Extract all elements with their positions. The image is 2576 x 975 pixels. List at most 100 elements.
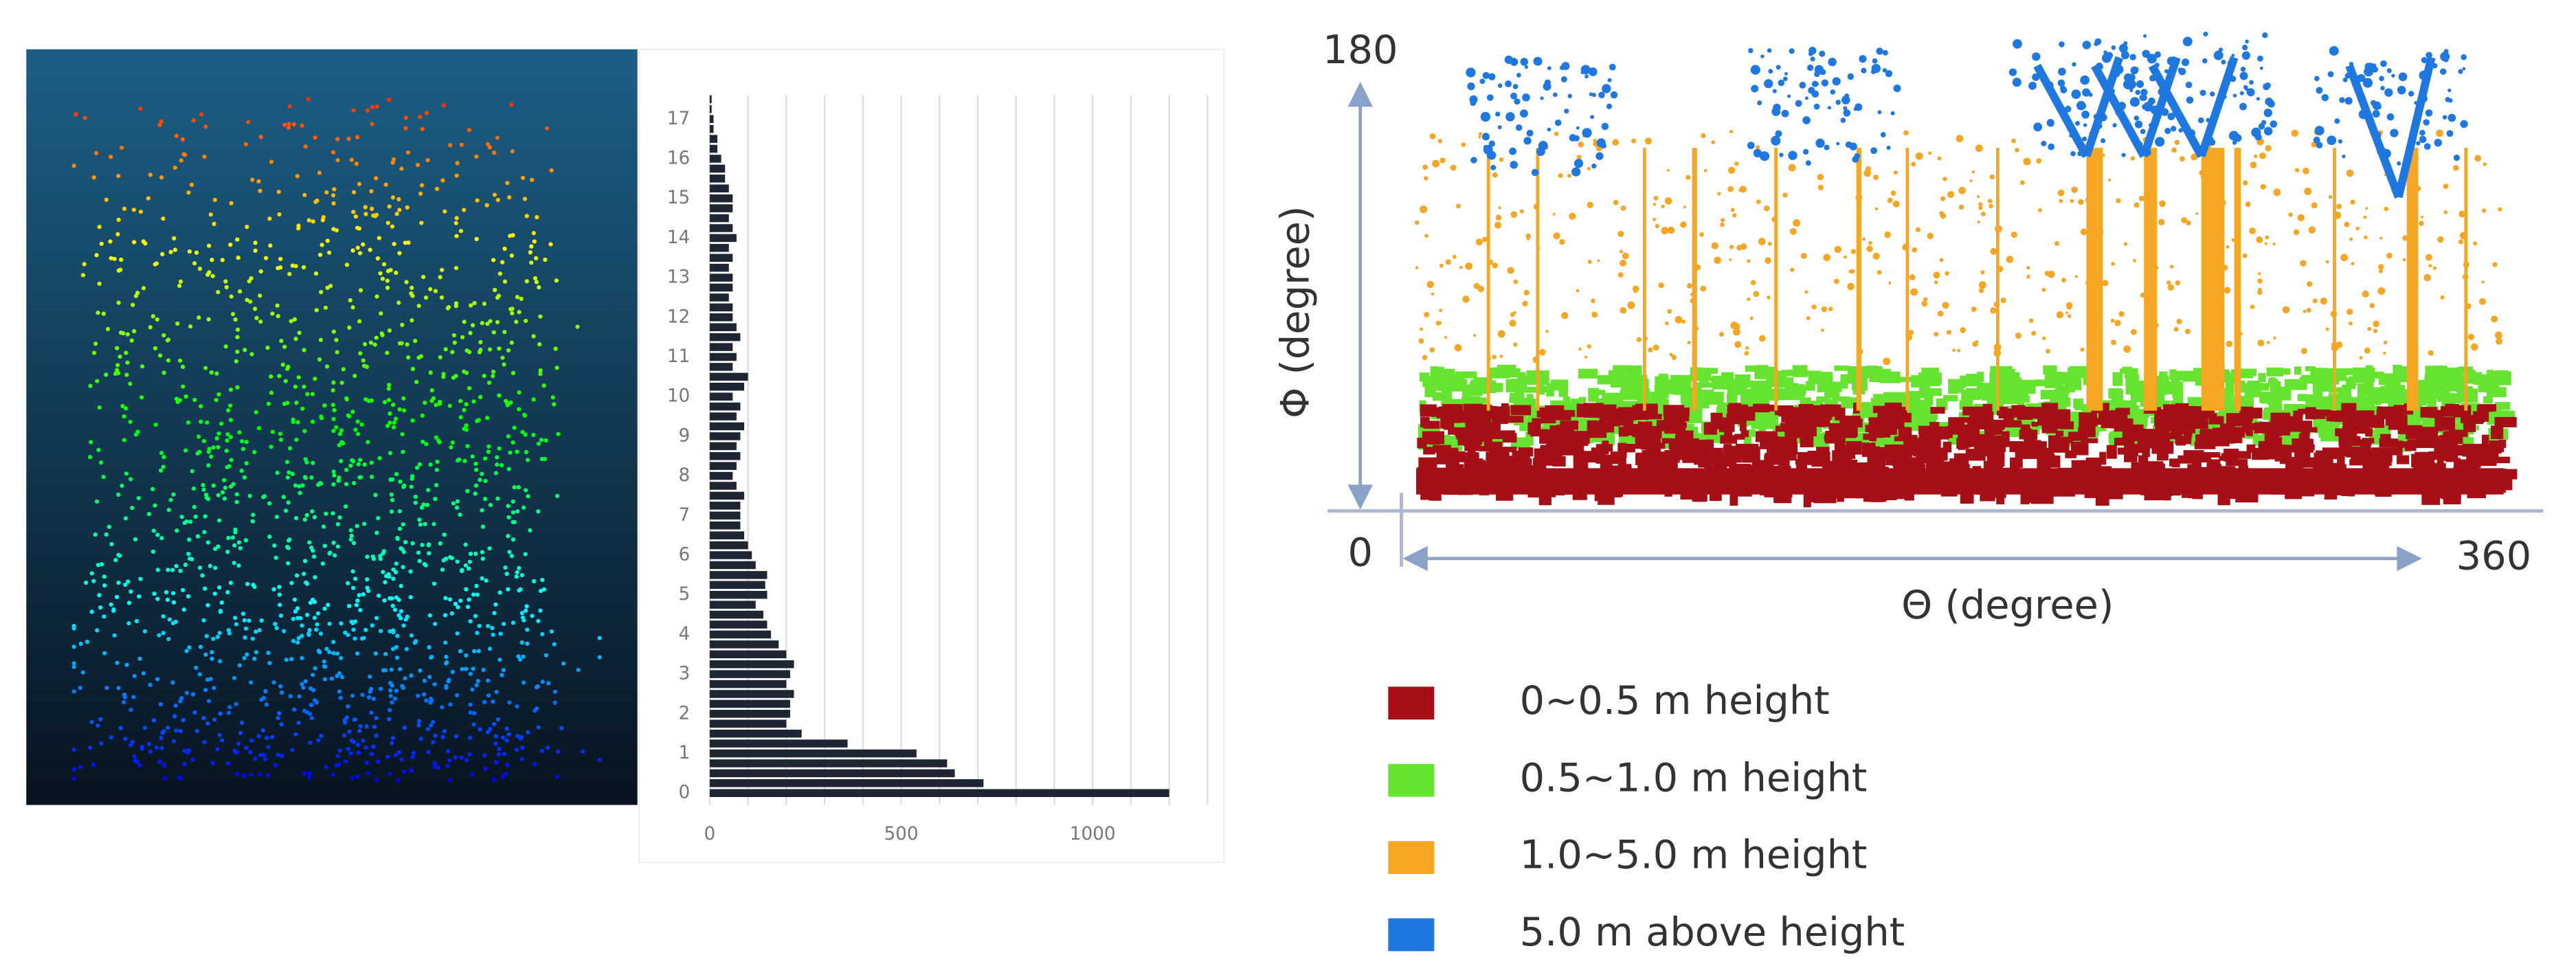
ground: [1587, 425, 1607, 438]
canopy: [1560, 76, 1567, 82]
ground: [2057, 440, 2070, 451]
ground: [1753, 403, 1770, 413]
point: [331, 329, 336, 334]
foliage: [1937, 311, 1944, 317]
point: [337, 689, 342, 694]
point: [453, 601, 458, 607]
point: [270, 735, 275, 739]
canopy: [2181, 58, 2190, 67]
canopy: [1598, 91, 1605, 99]
point: [434, 435, 438, 440]
point: [507, 195, 512, 200]
canopy: [2419, 129, 2426, 136]
point: [320, 561, 325, 566]
canopy: [2132, 66, 2139, 74]
foliage: [1680, 221, 1687, 228]
foliage: [1718, 332, 1724, 337]
point: [339, 428, 344, 433]
point: [357, 593, 361, 598]
canopy: [2242, 44, 2248, 51]
point: [336, 478, 341, 483]
point: [151, 528, 156, 533]
foliage: [2226, 245, 2230, 249]
canopy: [2199, 89, 2206, 96]
ground: [2010, 457, 2023, 468]
foliage: [1828, 306, 1833, 311]
point: [227, 705, 232, 710]
point: [397, 526, 403, 531]
canopy: [1543, 82, 1552, 91]
x-tick-label: 500: [884, 824, 918, 844]
point: [369, 460, 374, 465]
foliage: [2028, 318, 2034, 323]
canopy: [1602, 86, 1609, 93]
point: [371, 213, 376, 218]
x-tick-label: 0: [704, 824, 716, 844]
point: [194, 728, 200, 734]
foliage: [1703, 168, 1707, 172]
point: [343, 504, 348, 509]
point: [390, 497, 395, 502]
foliage: [1661, 227, 1669, 235]
point: [287, 537, 292, 542]
canopy: [2101, 138, 2106, 144]
canopy: [2133, 115, 2140, 121]
point: [402, 769, 407, 774]
point: [354, 161, 359, 166]
point: [397, 208, 402, 212]
vegetation: [1744, 429, 1756, 437]
point: [91, 579, 96, 583]
point: [475, 678, 480, 684]
point: [353, 214, 359, 219]
point: [217, 732, 222, 737]
vegetation: [1613, 365, 1633, 375]
canopy: [1547, 127, 1552, 132]
vegetation: [2486, 387, 2507, 397]
point: [467, 559, 472, 564]
foliage: [1969, 179, 1973, 183]
point: [440, 735, 445, 739]
foliage: [2349, 237, 2353, 241]
point: [467, 752, 472, 757]
point: [289, 319, 293, 324]
point: [386, 386, 391, 391]
ground: [1837, 425, 1857, 436]
foliage: [2226, 340, 2233, 348]
point: [423, 401, 427, 405]
point: [268, 243, 273, 248]
point: [341, 367, 346, 372]
point: [294, 401, 299, 405]
canopy: [2239, 102, 2247, 111]
foliage: [1675, 315, 1683, 324]
foliage: [2101, 153, 2105, 157]
foliage: [2245, 201, 2251, 208]
point: [478, 727, 482, 732]
bar: [709, 749, 917, 758]
foliage: [1765, 257, 1771, 265]
foliage: [1653, 344, 1659, 351]
point: [539, 588, 544, 594]
phi-arrows: [1347, 81, 1373, 510]
point: [401, 396, 406, 401]
foliage: [1617, 272, 1624, 278]
canopy: [2398, 72, 2408, 82]
ground: [2038, 464, 2046, 471]
point: [429, 655, 434, 660]
point: [223, 485, 227, 490]
ground: [1918, 425, 1938, 434]
vegetation: [2011, 390, 2026, 403]
point: [71, 767, 76, 772]
point: [102, 651, 107, 655]
point: [123, 582, 128, 587]
point: [108, 239, 113, 244]
ground: [2212, 427, 2227, 441]
point: [503, 565, 508, 570]
point: [111, 607, 116, 612]
point: [320, 243, 324, 247]
foliage: [2265, 235, 2270, 240]
ground: [1450, 451, 1466, 462]
point: [474, 154, 479, 159]
phi-max: 180: [1323, 27, 1398, 73]
point: [312, 616, 317, 620]
foliage: [1559, 239, 1565, 245]
